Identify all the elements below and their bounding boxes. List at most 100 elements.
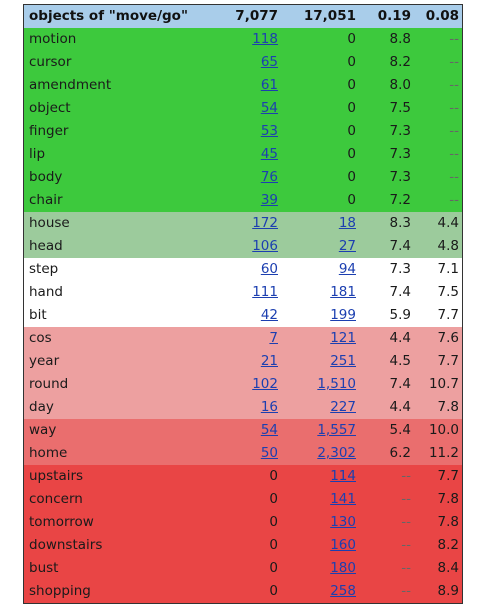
- word-label: shopping: [29, 583, 91, 599]
- freq-1-link[interactable]: 172: [252, 215, 278, 231]
- freq-2-link[interactable]: 181: [330, 284, 356, 300]
- table-row: motion 118 0 8.8 --: [24, 28, 462, 51]
- freq-1-link[interactable]: 61: [260, 77, 278, 93]
- word-label-cell: home: [24, 442, 197, 465]
- score-2: --: [449, 192, 459, 208]
- score-1-cell: 7.4: [359, 235, 414, 258]
- word-label-cell: motion: [24, 28, 197, 51]
- score-1: 4.5: [389, 353, 411, 369]
- word-label-cell: cos: [24, 327, 197, 350]
- score-1: 7.4: [389, 284, 411, 300]
- word-label: cursor: [29, 54, 72, 70]
- score-1-cell: 4.4: [359, 396, 414, 419]
- score-2-cell: 8.4: [414, 557, 462, 580]
- freq-1-link[interactable]: 39: [260, 192, 278, 208]
- freq-1-link[interactable]: 21: [260, 353, 278, 369]
- word-label-cell: day: [24, 396, 197, 419]
- freq-2-link[interactable]: 199: [330, 307, 356, 323]
- freq-2-link[interactable]: 141: [330, 491, 356, 507]
- freq-1-link[interactable]: 7: [269, 330, 278, 346]
- table-row: shopping 0 258 -- 8.9: [24, 580, 462, 603]
- freq-2-link-cell: 18: [281, 212, 359, 235]
- freq-2-link[interactable]: 180: [330, 560, 356, 576]
- freq-1-link: 0: [269, 560, 278, 576]
- score-2-cell: 7.7: [414, 350, 462, 373]
- word-label-cell: finger: [24, 120, 197, 143]
- table-row: downstairs 0 160 -- 8.2: [24, 534, 462, 557]
- freq-1-link-cell: 76: [197, 166, 281, 189]
- freq-1-link-cell: 0: [197, 465, 281, 488]
- score-2: 10.7: [428, 376, 459, 392]
- freq-1-link-cell: 65: [197, 51, 281, 74]
- score-1-cell: --: [359, 557, 414, 580]
- score-2: 7.8: [437, 491, 459, 507]
- freq-1-link-cell: 50: [197, 442, 281, 465]
- table-row: lip 45 0 7.3 --: [24, 143, 462, 166]
- score-2-cell: 4.8: [414, 235, 462, 258]
- freq-1-link: 0: [269, 583, 278, 599]
- freq-2-link-cell: 27: [281, 235, 359, 258]
- score-1-cell: 8.0: [359, 74, 414, 97]
- table-row: chair 39 0 7.2 --: [24, 189, 462, 212]
- freq-2-link[interactable]: 258: [330, 583, 356, 599]
- freq-2-link[interactable]: 114: [330, 468, 356, 484]
- freq-2-link-cell: 251: [281, 350, 359, 373]
- word-label-cell: head: [24, 235, 197, 258]
- freq-1-link[interactable]: 111: [252, 284, 278, 300]
- word-label-cell: upstairs: [24, 465, 197, 488]
- freq-1-link[interactable]: 102: [252, 376, 278, 392]
- freq-2-link[interactable]: 1,510: [317, 376, 356, 392]
- freq-2-link[interactable]: 2,302: [317, 445, 356, 461]
- freq-2-link: 0: [347, 77, 356, 93]
- table-body: motion 118 0 8.8 -- cursor 65 0 8.2 -- amendment 61…: [24, 28, 462, 603]
- freq-1-link[interactable]: 53: [260, 123, 278, 139]
- freq-2-link[interactable]: 94: [338, 261, 356, 277]
- table-header-row: objects of "move/go" 7,077 17,051 0.19 0…: [24, 5, 462, 28]
- score-2-cell: --: [414, 74, 462, 97]
- freq-1-link[interactable]: 76: [260, 169, 278, 185]
- table-row: cos 7 121 4.4 7.6: [24, 327, 462, 350]
- freq-2-link[interactable]: 121: [330, 330, 356, 346]
- score-1-cell: 7.3: [359, 166, 414, 189]
- freq-2-link[interactable]: 160: [330, 537, 356, 553]
- freq-1-link[interactable]: 50: [260, 445, 278, 461]
- score-1: 7.5: [389, 100, 411, 116]
- score-1-cell: 7.3: [359, 258, 414, 281]
- word-label: body: [29, 169, 63, 185]
- freq-2-link[interactable]: 27: [338, 238, 356, 254]
- freq-1-link[interactable]: 65: [260, 54, 278, 70]
- score-1: 8.8: [389, 31, 411, 47]
- freq-2-link[interactable]: 130: [330, 514, 356, 530]
- score-2-cell: 11.2: [414, 442, 462, 465]
- freq-2-link-cell: 114: [281, 465, 359, 488]
- score-1-cell: 7.3: [359, 143, 414, 166]
- word-label-cell: amendment: [24, 74, 197, 97]
- freq-1-link[interactable]: 118: [252, 31, 278, 47]
- word-label-cell: bit: [24, 304, 197, 327]
- freq-2-link[interactable]: 227: [330, 399, 356, 415]
- freq-1-link[interactable]: 106: [252, 238, 278, 254]
- score-1-cell: 7.2: [359, 189, 414, 212]
- freq-1-link-cell: 61: [197, 74, 281, 97]
- word-label: chair: [29, 192, 63, 208]
- freq-2-link[interactable]: 18: [338, 215, 356, 231]
- score-2-cell: 7.8: [414, 511, 462, 534]
- collocation-table: objects of "move/go" 7,077 17,051 0.19 0…: [23, 4, 463, 604]
- freq-2-link: 0: [347, 123, 356, 139]
- score-2: --: [449, 100, 459, 116]
- score-1: 4.4: [389, 399, 411, 415]
- table-row: round 102 1,510 7.4 10.7: [24, 373, 462, 396]
- freq-1-link[interactable]: 60: [260, 261, 278, 277]
- freq-1-link[interactable]: 42: [260, 307, 278, 323]
- score-1: 5.9: [389, 307, 411, 323]
- freq-1-link-cell: 0: [197, 534, 281, 557]
- freq-1-link[interactable]: 54: [260, 422, 278, 438]
- score-1: 7.4: [389, 376, 411, 392]
- freq-2-link[interactable]: 1,557: [317, 422, 356, 438]
- freq-2-link-cell: 181: [281, 281, 359, 304]
- freq-1-link[interactable]: 16: [260, 399, 278, 415]
- freq-2-link[interactable]: 251: [330, 353, 356, 369]
- freq-2-link-cell: 0: [281, 51, 359, 74]
- freq-1-link[interactable]: 45: [260, 146, 278, 162]
- freq-1-link[interactable]: 54: [260, 100, 278, 116]
